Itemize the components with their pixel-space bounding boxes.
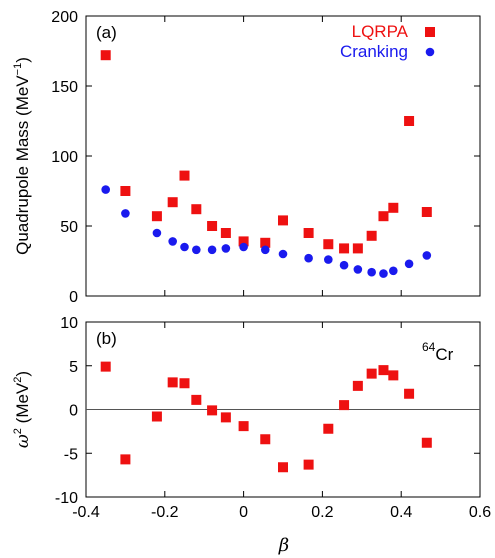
y-axis-label: ω2 (MeV2) (12, 371, 33, 448)
data-point-square (388, 370, 399, 381)
data-point-circle (278, 249, 288, 259)
data-point-square (207, 405, 218, 416)
data-point-square (421, 207, 432, 217)
x-tick-label: -0.2 (151, 504, 179, 521)
data-point-circle (180, 242, 189, 252)
data-point-square (378, 211, 389, 222)
data-point-square (220, 412, 231, 423)
nucleus-annotation: 64Cr (422, 340, 454, 364)
y-tick-label: 100 (51, 149, 78, 166)
data-point-square (167, 377, 178, 388)
data-point-square (120, 186, 131, 196)
y-axis-label: Quadrupole Mass (MeV−1) (12, 57, 32, 255)
data-point-square (421, 437, 432, 448)
y-tick-label: 200 (51, 9, 78, 26)
data-point-square (339, 243, 350, 254)
y-axis-label-main: Quadrupole Mass (MeV (13, 75, 32, 255)
x-tick-label: -0.4 (72, 504, 100, 521)
data-point-square (303, 459, 314, 470)
y-tick-label: 150 (51, 79, 78, 96)
data-point-circle (379, 269, 388, 278)
data-point-circle (192, 245, 201, 255)
data-point-circle (367, 267, 376, 277)
data-point-circle (404, 259, 414, 269)
data-point-square (388, 202, 399, 213)
data-point-square (278, 215, 288, 226)
data-point-square (120, 454, 131, 465)
data-point-square (100, 361, 111, 372)
y-axis-label-close: ) (13, 57, 32, 63)
data-point-square (191, 204, 202, 215)
data-point-square (151, 211, 162, 222)
data-point-circle (239, 242, 248, 252)
data-point-square (352, 243, 363, 254)
y-tick-label: -10 (55, 490, 78, 507)
data-point-square (303, 228, 314, 238)
legend-marker-circle (425, 47, 435, 57)
data-point-square (378, 365, 389, 376)
x-tick-label: 0.2 (311, 504, 333, 521)
data-point-circle (207, 245, 217, 255)
data-point-square (352, 380, 363, 391)
y-axis-label-sup: −1 (12, 63, 24, 76)
x-tick-label: 0.6 (469, 504, 491, 521)
y-axis-label-sup: 2 (12, 377, 24, 383)
data-point-square (260, 237, 271, 248)
data-point-square (191, 394, 202, 405)
panel-a: 0 50 100 150 200 (a) Quadrupole Mass (MeV−1) LQ… (12, 9, 481, 306)
data-point-square (404, 388, 415, 399)
legend-marker-square (425, 27, 435, 37)
data-point-square (238, 421, 249, 432)
data-point-circle (121, 209, 130, 218)
y-axis-label-close: ) (13, 371, 32, 377)
y-tick-label: 5 (69, 359, 78, 376)
data-point-square (323, 239, 334, 250)
data-point-circle (152, 228, 162, 238)
data-point-square (167, 197, 178, 208)
data-point-circle (168, 237, 177, 246)
y-tick-label: 50 (60, 219, 78, 236)
y-tick-label: 0 (69, 289, 78, 306)
x-tick-label: 0 (239, 504, 248, 521)
nucleus-element: Cr (435, 345, 453, 364)
legend-label: LQRPA (352, 22, 409, 41)
y-axis-label-unit: (MeV (13, 382, 32, 428)
data-point-circle (101, 185, 110, 194)
data-point-circle (221, 244, 231, 253)
data-point-circle (324, 255, 333, 264)
data-point-square (179, 170, 190, 181)
data-point-circle (422, 251, 432, 260)
data-point-square (366, 368, 377, 379)
data-point-circle (339, 260, 349, 270)
data-point-square (366, 230, 377, 241)
data-point-square (404, 116, 415, 126)
data-point-square (100, 50, 111, 61)
data-point-square (323, 423, 334, 434)
data-point-square (339, 400, 350, 411)
panel-label: (b) (96, 329, 117, 348)
data-point-square (179, 378, 190, 389)
x-tick-label: 0.4 (390, 504, 412, 521)
legend-label: Cranking (340, 42, 408, 61)
nucleus-mass-number: 64 (422, 340, 436, 354)
y-axis-label-omega: ω (13, 434, 33, 448)
data-point-square (151, 411, 162, 422)
data-point-square (238, 236, 249, 247)
x-axis-label: β (278, 535, 289, 556)
data-point-circle (353, 265, 363, 274)
data-point-square (207, 221, 218, 231)
y-tick-label: 0 (69, 403, 78, 420)
data-point-square (260, 434, 271, 445)
y-tick-label: 10 (60, 315, 78, 332)
data-point-circle (260, 245, 270, 255)
data-point-square (278, 462, 288, 473)
data-point-square (220, 228, 231, 238)
y-tick-label: -5 (64, 446, 78, 463)
panel-label: (a) (96, 23, 117, 42)
data-point-circle (389, 266, 398, 276)
data-point-circle (304, 253, 313, 263)
y-axis-label-sup: 2 (12, 428, 24, 434)
